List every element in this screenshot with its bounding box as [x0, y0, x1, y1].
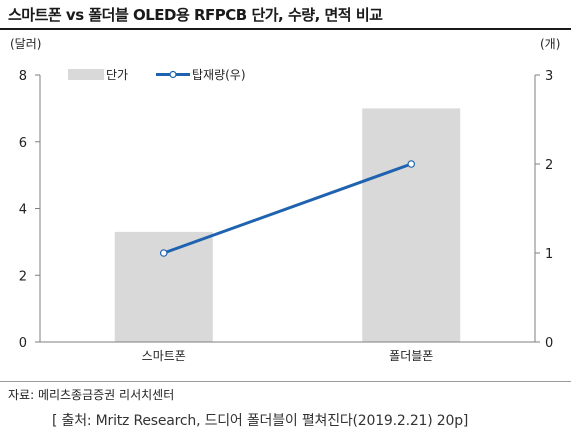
chart-title: 스마트폰 vs 폴더블 OLED용 RFPCB 단가, 수량, 면적 비교 — [8, 6, 383, 24]
left-axis-tick-label: 8 — [19, 69, 27, 84]
line-point-1 — [159, 249, 168, 257]
line-series — [163, 162, 412, 255]
legend-label-bar: 단가 — [106, 68, 128, 82]
left-axis-tick-label: 2 — [19, 269, 27, 284]
citation: [ 출처: Mritz Research, 드디어 폴더블이 펼쳐진다(2019… — [52, 413, 469, 429]
right-axis-tick-label: 2 — [545, 158, 553, 173]
legend-label-line: 탑재량(우) — [192, 68, 246, 82]
left-axis-tick-label: 6 — [19, 136, 27, 151]
bar-2 — [362, 108, 461, 342]
left-axis-unit-label: (달러) — [10, 37, 41, 51]
left-axis-tick-label: 0 — [19, 336, 27, 351]
category-label: 스마트폰 — [142, 349, 186, 363]
right-axis-tick-label: 1 — [545, 247, 553, 262]
right-axis-tick-label: 0 — [545, 336, 553, 351]
legend-swatch-bar — [68, 69, 104, 80]
footer-rule — [0, 381, 571, 382]
legend-swatch-marker — [169, 70, 177, 79]
combo-chart: (달러) (개) 0 2 4 6 8 0 1 2 3 스마트폰 폴더블폰 단가 탑재량(우) — [10, 37, 560, 363]
line-point-2 — [407, 160, 416, 168]
left-axis-tick-label: 4 — [19, 203, 27, 218]
right-axis-unit-label: (개) — [540, 37, 560, 51]
right-axis-tick-label: 3 — [545, 69, 553, 84]
bar-1 — [114, 231, 213, 342]
legend: 단가 탑재량(우) — [68, 68, 246, 82]
title-rule — [0, 28, 571, 30]
category-label: 폴더블폰 — [389, 349, 433, 363]
source-note: 자료: 메리츠종금증권 리서치센터 — [8, 388, 175, 402]
